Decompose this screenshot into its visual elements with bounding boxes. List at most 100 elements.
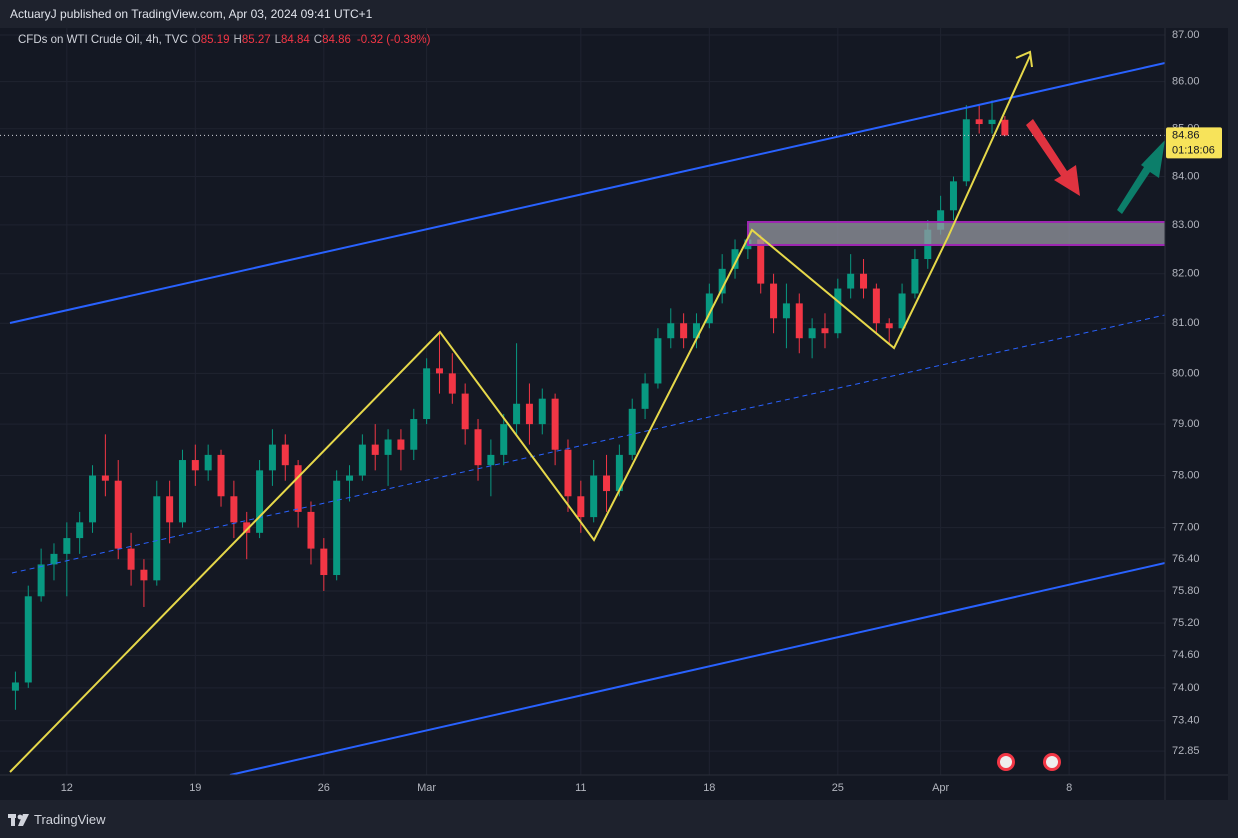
drawings	[9, 50, 1165, 775]
candle-body	[346, 475, 354, 481]
candle-body	[885, 323, 893, 329]
candle-body	[654, 338, 662, 384]
candle-body	[423, 368, 431, 420]
y-tick-label: 84.00	[1172, 170, 1200, 182]
zigzag	[9, 55, 1031, 773]
candle-body	[731, 249, 739, 269]
candle-body	[628, 408, 636, 455]
candle-body	[268, 444, 276, 471]
candle-body	[962, 119, 970, 182]
y-tick-label: 74.00	[1172, 682, 1200, 694]
candle-body	[178, 460, 186, 523]
candle-body	[577, 496, 585, 518]
attribution: ActuaryJ published on TradingView.com, A…	[10, 7, 373, 21]
candle-body	[487, 454, 495, 466]
candle-body	[898, 293, 906, 329]
x-tick-label: 19	[189, 782, 201, 794]
x-tick-label: 18	[703, 782, 715, 794]
y-tick-label: 77.00	[1172, 521, 1200, 533]
y-tick-label: 87.00	[1172, 29, 1200, 41]
price-tag-countdown: 01:18:06	[1172, 144, 1215, 156]
candle-body	[127, 548, 135, 570]
candle-body	[294, 465, 302, 512]
x-tick-label: 11	[575, 782, 586, 794]
candle-body	[718, 268, 726, 294]
candle-body	[307, 511, 315, 549]
candle-body	[782, 303, 790, 319]
candle-body	[847, 273, 855, 289]
candle-body	[24, 596, 32, 683]
ohlc-value: 85.19	[200, 34, 230, 46]
candle-body	[204, 454, 212, 471]
candle-body	[448, 373, 456, 394]
y-tick-label: 72.85	[1172, 745, 1200, 757]
candle-body	[320, 548, 328, 576]
candle-body	[410, 419, 418, 450]
y-tick-label: 83.00	[1172, 219, 1200, 231]
ohlc-value: 84.86	[322, 34, 351, 46]
header-bar: ActuaryJ published on TradingView.com, A…	[0, 0, 1238, 28]
candle-body	[667, 323, 675, 339]
candle-body	[191, 460, 199, 471]
candle-body	[217, 454, 225, 497]
candle-body	[333, 480, 341, 576]
candle-body	[988, 119, 996, 125]
y-tick-label: 80.00	[1172, 367, 1200, 379]
channel-upper	[9, 62, 1165, 324]
ohlc-key: C	[313, 34, 323, 46]
candle-body	[525, 403, 533, 425]
candle-body	[37, 564, 45, 597]
candle-body	[153, 496, 161, 581]
y-tick-label: 82.00	[1172, 268, 1200, 280]
y-tick-label: 75.80	[1172, 585, 1200, 597]
candle-body	[641, 383, 649, 409]
y-tick-label: 73.40	[1172, 715, 1200, 727]
ohlc-key: O	[191, 34, 201, 46]
candle-body	[140, 569, 148, 581]
y-tick-label: 75.20	[1172, 617, 1200, 629]
candle-body	[538, 398, 546, 425]
candle-body	[937, 210, 945, 230]
candle-body	[872, 288, 880, 324]
ohlc-key: H	[233, 34, 242, 46]
candle-body	[603, 475, 611, 492]
candle-body	[615, 454, 623, 492]
candle-body	[590, 475, 598, 518]
footer-bar	[0, 800, 1238, 838]
red-arrow	[1026, 119, 1080, 196]
candle-body	[949, 181, 957, 211]
candle-body	[50, 553, 58, 565]
candle-body	[692, 323, 700, 339]
x-tick-label: Apr	[932, 782, 949, 794]
candle-body	[680, 323, 688, 339]
candle-body	[551, 398, 559, 450]
candle-body	[397, 439, 405, 450]
y-tick-label: 79.00	[1172, 418, 1200, 430]
candle-body	[911, 259, 919, 294]
green-arrow	[1117, 140, 1165, 214]
change: -0.32 (-0.38%)	[356, 34, 431, 46]
ohlc-key: L	[274, 34, 282, 46]
y-tick-label: 86.00	[1172, 75, 1200, 87]
price-tag-price: 84.86	[1172, 129, 1200, 141]
candle-body	[371, 444, 379, 455]
candle-body	[513, 403, 521, 425]
x-tick-label: Mar	[417, 782, 436, 794]
candle-body	[435, 368, 443, 374]
candle-body	[795, 303, 803, 339]
x-tick-label: 8	[1066, 782, 1072, 794]
candle-body	[11, 682, 19, 691]
candle-body	[230, 496, 238, 523]
candle-body	[770, 283, 778, 319]
price-tag	[1166, 127, 1222, 159]
ohlc-value: 84.84	[281, 34, 310, 46]
candle-body	[757, 239, 765, 284]
channel-lower	[229, 562, 1165, 775]
candle-body	[281, 444, 289, 466]
y-tick-label: 78.00	[1172, 469, 1200, 481]
candle-body	[243, 522, 251, 533]
brand-logo	[8, 814, 29, 826]
candle-body	[89, 475, 97, 523]
candle-body	[114, 480, 122, 549]
